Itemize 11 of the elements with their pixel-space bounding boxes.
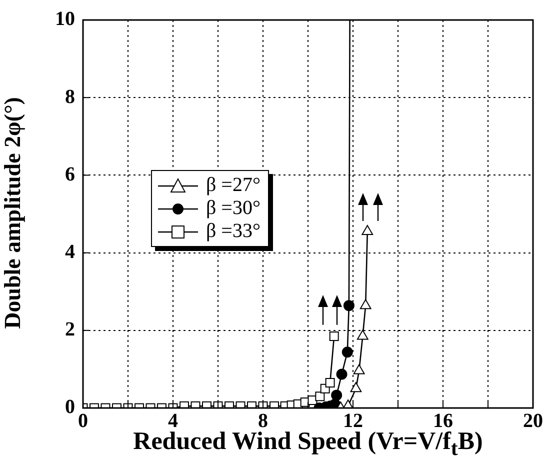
y-tick-label: 0 [65, 396, 75, 418]
x-tick-label: 20 [523, 410, 543, 432]
y-tick-label: 4 [65, 240, 75, 263]
y-tick-label: 8 [65, 86, 75, 108]
legend-label: β =27° [206, 174, 260, 197]
legend-label: β =33° [206, 220, 260, 243]
y-axis-title: Double amplitude 2φ(°) [0, 96, 26, 331]
y-tick-label: 2 [65, 318, 75, 341]
y-tick-label: 6 [65, 163, 75, 186]
legend-label: β =30° [206, 197, 260, 220]
y-tick-label: 10 [55, 8, 75, 30]
